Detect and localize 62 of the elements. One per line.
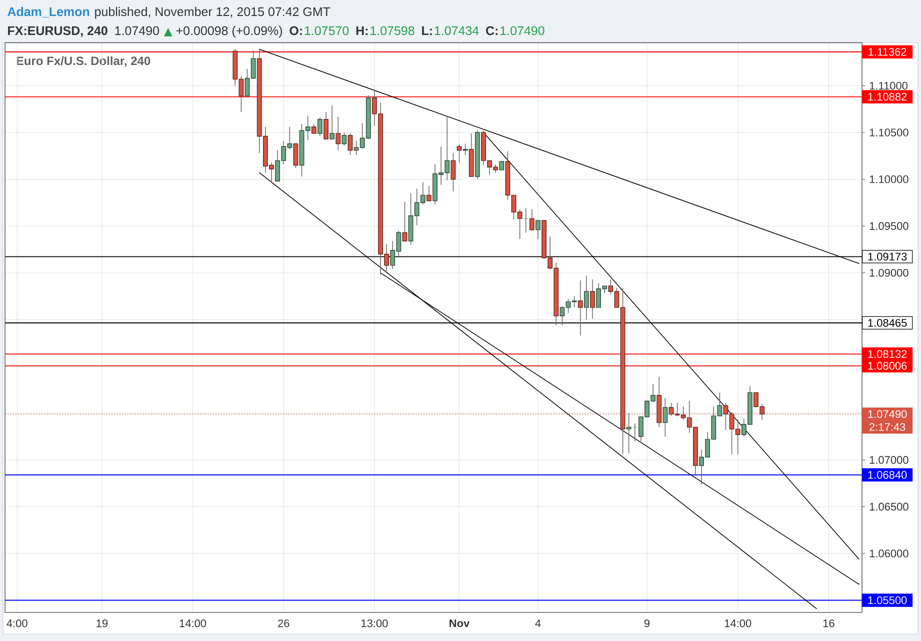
text: O: xyxy=(290,26,302,36)
y-tick-label: 1.11000 xyxy=(870,82,908,90)
text: 1.07598 xyxy=(370,26,414,36)
x-tick-label: 13:00 xyxy=(362,619,388,628)
x-tick-label: 26 xyxy=(278,619,290,628)
text: +0.00098 (+0.09%) xyxy=(176,26,282,38)
y-tick-label: 1.09500 xyxy=(870,222,908,230)
text: 2:17:43 xyxy=(870,423,906,431)
candlestick xyxy=(456,144,462,163)
candlestick xyxy=(324,112,328,140)
x-tick-label: 16 xyxy=(823,619,834,628)
candlestick xyxy=(402,201,408,242)
candlestick xyxy=(336,116,341,151)
candlestick xyxy=(293,143,298,168)
ref-line-label: 1.11362 xyxy=(868,48,906,56)
x-tick-label: 4:00 xyxy=(6,619,28,628)
ref-line-label: 1.10882 xyxy=(868,92,907,101)
candlestick xyxy=(348,133,353,156)
candlestick xyxy=(529,208,534,232)
text: L: xyxy=(422,26,432,35)
y-tick-label: 1.10500 xyxy=(870,128,908,136)
candlestick xyxy=(662,398,668,437)
candlestick xyxy=(426,185,432,202)
y-tick-label: 1.10000 xyxy=(870,175,908,184)
ref-line-label: 1.08132 xyxy=(868,350,907,358)
text: C: xyxy=(486,26,498,36)
text: H: xyxy=(356,26,368,35)
x-tick-label: 19 xyxy=(96,619,108,628)
text: 1.07490 xyxy=(500,26,544,36)
y-tick-label: 1.07000 xyxy=(870,456,908,464)
candlestick xyxy=(450,152,456,192)
text: Euro Fx/U.S. Dollar, 240 xyxy=(16,56,150,67)
text: 1.07570 xyxy=(304,26,349,36)
candlestick xyxy=(330,104,335,140)
candlestick xyxy=(578,280,583,336)
x-tick-label: 14:00 xyxy=(180,619,206,628)
x-tick-label: 14:00 xyxy=(724,619,752,628)
candlestick xyxy=(317,117,322,137)
candlestick xyxy=(311,124,316,134)
candlestick xyxy=(536,220,540,240)
ref-line-label: 1.05500 xyxy=(868,596,907,604)
ref-line-label: 1.08006 xyxy=(868,362,907,370)
candlestick xyxy=(590,278,595,320)
ref-line-label: 1.07490 xyxy=(868,410,907,418)
chart-title: FX:EURUSD, 240 xyxy=(8,26,108,37)
candlestick xyxy=(342,132,347,146)
ref-line-label: 1.08465 xyxy=(868,318,907,327)
candlestick xyxy=(462,143,468,156)
x-tick-label: 9 xyxy=(644,619,650,628)
ref-line-label: 1.06840 xyxy=(868,471,907,479)
text: ▲ xyxy=(164,28,172,36)
text: Adam_Lemon xyxy=(8,6,90,18)
y-tick-label: 1.09000 xyxy=(870,268,908,277)
y-tick-label: 1.06000 xyxy=(870,550,908,558)
ref-line-label: 1.09173 xyxy=(868,252,907,261)
x-tick-label: Nov xyxy=(450,619,470,628)
candlestick xyxy=(584,275,589,320)
text: 1.07434 xyxy=(434,26,479,36)
y-tick-label: 1.06500 xyxy=(870,502,908,511)
x-tick-label: 4 xyxy=(535,619,541,627)
text: 1.07490 xyxy=(115,26,160,36)
text: published, November 12, 2015 07:42 GMT xyxy=(95,6,330,19)
